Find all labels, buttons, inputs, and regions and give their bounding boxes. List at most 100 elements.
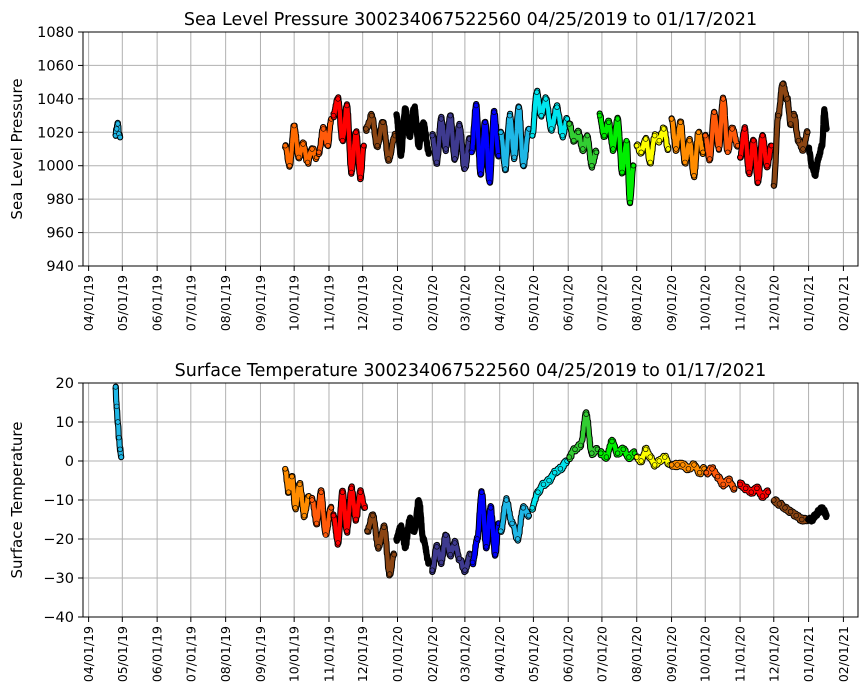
series-9 [529,457,571,513]
chart-title: Surface Temperature 300234067522560 04/2… [175,361,767,381]
data-point [514,536,521,542]
x-tick-label: 05/01/20 [526,275,541,331]
data-point [775,112,781,119]
data-point [620,446,626,452]
data-point [491,109,497,115]
data-point [113,403,120,410]
data-point [438,116,444,122]
data-point [402,544,409,550]
series-16 [770,80,811,189]
data-point [393,112,400,119]
data-point [420,121,426,127]
data-point [328,505,334,511]
data-point [686,137,693,144]
data-point [116,434,122,441]
data-point [339,137,346,144]
x-tick-label: 10/01/20 [698,275,713,331]
data-point [301,512,307,519]
y-tick-label: 0 [65,454,74,470]
x-tick-label: 01/01/20 [390,275,405,331]
data-point [325,143,331,149]
data-point [610,146,616,152]
series-trace [597,111,636,206]
data-point [118,454,124,460]
data-point [482,119,488,126]
data-point [557,466,564,472]
data-point [551,470,558,476]
data-point [580,146,586,152]
x-tick-label: 04/01/19 [81,275,96,331]
data-point [571,137,577,144]
x-tick-label: 11/01/19 [321,626,336,682]
x-tick-label: 12/01/19 [355,275,370,331]
data-point [601,132,607,139]
data-point [411,104,417,110]
data-point [782,505,788,511]
data-point [322,532,329,538]
data-point [429,132,435,139]
y-tick-label: 10 [56,415,74,431]
data-point [386,571,393,577]
data-point [363,126,369,132]
series-8 [497,103,532,174]
data-point [115,121,121,127]
series-4 [362,110,399,164]
data-point [117,446,123,452]
series-17 [805,106,830,179]
data-point [364,528,370,534]
data-point [787,121,794,127]
y-tick-label: 1020 [37,125,74,141]
data-point [348,485,355,491]
data-point [498,129,504,136]
data-point [357,174,364,181]
x-tick-label: 09/01/20 [664,626,679,682]
data-point [737,154,743,161]
data-point [393,536,400,542]
x-tick-label: 02/01/20 [425,626,440,682]
data-point [447,551,453,558]
data-point [593,149,599,156]
data-point [614,450,621,456]
series-3 [330,94,367,183]
series-trace [394,104,431,158]
series-4 [364,511,398,579]
data-point [750,137,757,144]
data-point [737,481,743,488]
y-axis: 940 960 980 1000 1020 1040 1060 1080 [37,25,83,275]
series-9 [529,87,571,141]
data-point [630,163,637,169]
y-tick-label: −20 [43,532,74,548]
x-tick-label: 09/01/19 [253,275,268,331]
data-point [642,446,649,452]
data-point [282,466,288,472]
data-point [362,505,368,511]
x-tick-label: 04/01/20 [492,626,507,682]
x-tick-label: 04/01/19 [81,626,96,682]
data-point [668,462,675,468]
data-point [516,104,522,110]
grid [83,382,858,618]
data-point [289,473,295,480]
data-point [583,411,589,417]
data-point [381,524,387,530]
data-point [452,156,458,162]
y-tick-label: −30 [43,571,74,587]
data-point [426,559,432,566]
data-point [804,129,811,136]
series-7 [468,101,502,186]
data-point [520,505,526,511]
series-6 [429,112,473,172]
data-point [729,126,735,132]
data-point [623,137,630,144]
data-point [391,551,397,558]
data-point [292,505,298,511]
series-1 [282,122,320,170]
data-point [462,166,468,172]
x-tick-label: 10/01/20 [698,626,713,682]
series-trace [498,496,531,543]
chart-title: Sea Level Pressure 300234067522560 04/25… [184,10,757,30]
data-point [754,485,760,491]
data-point [660,126,667,132]
data-point [771,183,777,189]
data-point [784,96,790,102]
